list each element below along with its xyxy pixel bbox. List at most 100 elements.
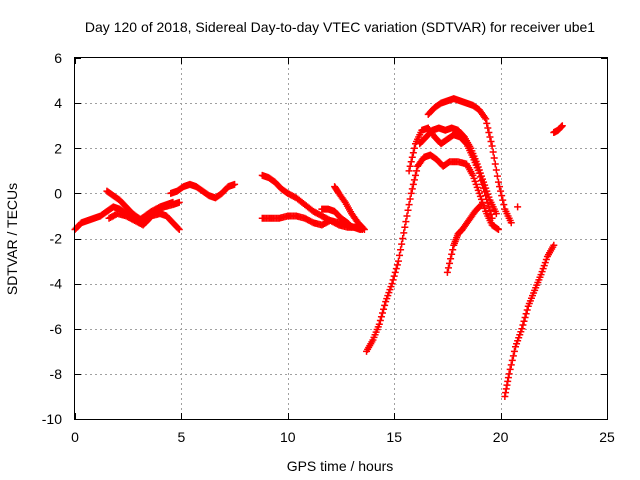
data-point	[492, 166, 500, 174]
data-point	[378, 309, 386, 317]
data-point	[482, 115, 490, 123]
data-point	[397, 246, 405, 254]
data-point	[405, 167, 413, 175]
x-tick-label: 10	[280, 429, 296, 445]
x-tick-label: 0	[71, 429, 79, 445]
data-point	[175, 198, 183, 206]
data-point	[407, 189, 415, 197]
data-point	[394, 257, 402, 265]
y-tick-label: -2	[50, 231, 63, 247]
data-point	[487, 137, 495, 145]
data-point	[488, 214, 496, 222]
y-tick-label: -8	[50, 366, 63, 382]
data-point	[506, 365, 514, 373]
data-point	[405, 201, 413, 209]
data-point	[410, 176, 418, 184]
series-2	[105, 198, 183, 229]
data-point	[392, 265, 400, 273]
data-point	[175, 225, 183, 233]
data-point	[389, 276, 397, 284]
data-point	[507, 219, 515, 227]
y-tick-label: -6	[50, 321, 63, 337]
data-point	[522, 310, 530, 318]
series-10	[416, 124, 500, 218]
x-tick-label: 15	[386, 429, 402, 445]
data-point	[409, 180, 417, 188]
data-point	[409, 149, 417, 157]
data-point	[390, 272, 398, 280]
plot-frame	[74, 57, 608, 420]
data-point	[494, 225, 502, 233]
data-point	[492, 210, 500, 218]
data-point	[406, 195, 414, 203]
data-point	[410, 144, 418, 152]
data-point	[508, 356, 516, 364]
data-point	[550, 241, 558, 249]
data-point	[489, 148, 497, 156]
data-point	[380, 305, 388, 313]
data-point	[444, 264, 452, 272]
data-point	[499, 196, 507, 204]
y-tick-label: 2	[54, 140, 62, 156]
data-point	[484, 124, 492, 132]
axis-ticks: 0 5 10 15 20 25 -10 -8 -6 -4 -2 0 2 4 6	[42, 50, 615, 445]
data-point	[485, 128, 493, 136]
data-point	[509, 352, 517, 360]
data-point	[406, 162, 414, 170]
data-point	[399, 235, 407, 242]
y-tick-label: 0	[54, 185, 62, 201]
data-point	[391, 268, 399, 276]
data-point	[448, 250, 456, 258]
data-point	[487, 210, 495, 218]
data-point	[400, 229, 408, 237]
data-point	[518, 325, 526, 333]
y-axis-label: SDTVAR / TECUs	[4, 183, 20, 295]
series-15	[550, 122, 566, 136]
data-point	[376, 316, 384, 324]
series-11	[424, 95, 515, 227]
series-13	[501, 241, 558, 400]
data-point	[407, 158, 415, 166]
x-axis-label: GPS time / hours	[287, 458, 394, 474]
data-point	[494, 178, 502, 186]
data-point	[519, 321, 527, 329]
data-point	[498, 192, 506, 200]
y-tick-label: 6	[54, 50, 62, 66]
grid	[75, 58, 607, 419]
data-point	[497, 187, 505, 195]
data-point	[493, 172, 501, 180]
data-point	[403, 212, 411, 220]
data-point	[413, 167, 421, 175]
data-point	[510, 347, 518, 355]
data-point	[402, 218, 410, 226]
series-8	[363, 151, 502, 355]
data-point	[505, 370, 513, 378]
data-point	[398, 240, 406, 248]
series-14	[514, 203, 522, 211]
data-point	[500, 201, 508, 209]
data-point	[359, 224, 367, 232]
series-7	[331, 183, 368, 233]
data-points	[71, 95, 566, 400]
data-point	[507, 361, 515, 369]
data-point	[488, 142, 496, 150]
data-point	[520, 317, 528, 325]
data-point	[493, 225, 501, 233]
data-point	[490, 154, 498, 162]
data-point	[375, 320, 383, 328]
data-point	[491, 160, 499, 168]
x-tick-label: 5	[178, 429, 186, 445]
data-point	[388, 280, 396, 288]
data-point	[360, 225, 368, 233]
chart-title: Day 120 of 2018, Sidereal Day-to-day VTE…	[85, 19, 595, 35]
x-tick-label: 20	[493, 429, 509, 445]
series-3	[167, 180, 239, 202]
data-point	[231, 180, 239, 188]
series-12	[443, 201, 485, 276]
data-point	[483, 119, 491, 127]
data-point	[449, 246, 457, 254]
data-point	[401, 223, 409, 231]
y-tick-label: -10	[42, 411, 62, 427]
data-point	[481, 113, 489, 121]
